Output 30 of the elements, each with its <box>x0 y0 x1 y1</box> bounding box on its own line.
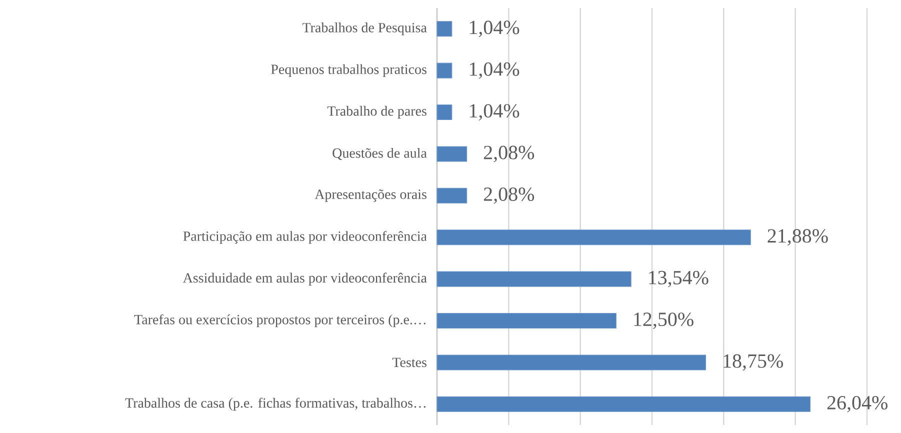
bar <box>436 104 452 120</box>
bar <box>436 354 706 370</box>
data-label: 12,50% <box>634 312 694 329</box>
data-label: 1,04% <box>470 20 520 38</box>
y-tick-label: Assiduidade em aulas por videoconferência <box>182 272 427 286</box>
y-tick-label: Testes <box>392 358 426 368</box>
data-label: 13,54% <box>649 270 708 288</box>
data-label: 1,04% <box>470 104 520 120</box>
data-label: 1,04% <box>470 62 520 79</box>
bar <box>436 21 452 37</box>
bar <box>436 271 632 287</box>
y-tick-label: Trabalhos de casa (p.e. fichas formativas, trabalhos… <box>125 398 426 411</box>
bar <box>436 62 452 78</box>
bar <box>436 230 751 246</box>
data-label: 26,04% <box>827 396 888 412</box>
data-label: 21,88% <box>768 229 828 246</box>
y-tick-label: Questões de aula <box>332 148 427 160</box>
bar <box>436 312 616 329</box>
y-tick-label: Tarefas ou exercícios propostos por terceiros (p.e.… <box>134 314 426 328</box>
data-label: 2,08% <box>484 146 534 162</box>
bar <box>436 188 468 204</box>
y-tick-label: Trabalho de pares <box>327 106 426 119</box>
bar <box>436 146 468 162</box>
data-label: 18,75% <box>724 354 783 371</box>
y-tick-label: Apresentações orais <box>314 189 426 202</box>
y-tick-label: Participação em aulas por videoconferência <box>183 230 427 244</box>
data-label: 2,08% <box>484 187 534 204</box>
bar <box>436 396 811 412</box>
y-tick-label: Pequenos trabalhos praticos <box>271 64 426 77</box>
y-tick-label: Trabalhos de Pesquisa <box>302 22 427 36</box>
